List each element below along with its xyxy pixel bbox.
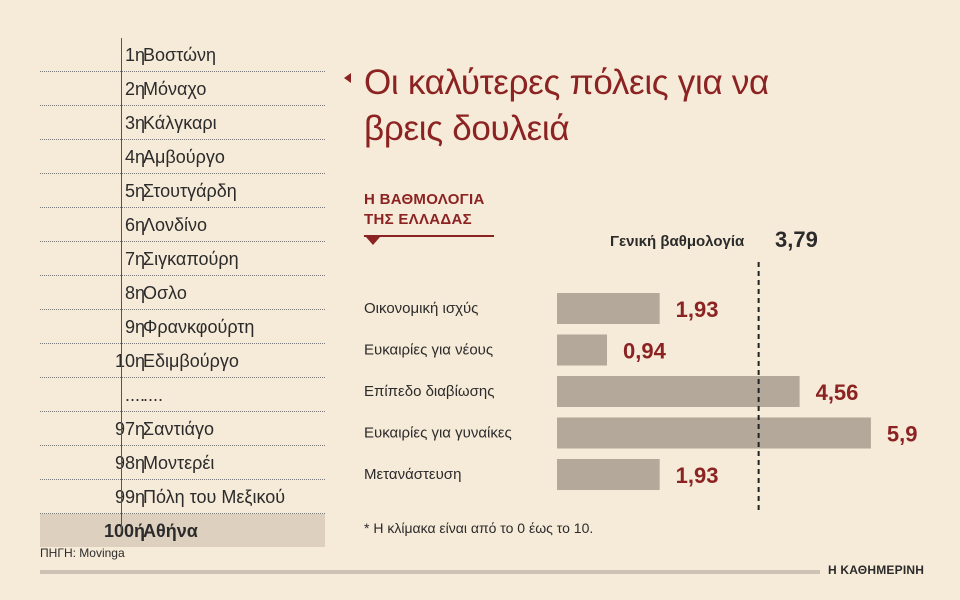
ranking-row: 100ή Αθήνα	[40, 514, 325, 547]
ranking-city: Αθήνα	[143, 521, 198, 541]
ranking-row: ........	[40, 378, 325, 412]
ranking-row: 98η Μοντερέι	[40, 446, 325, 480]
category-label: Επίπεδο διαβίωσης	[364, 383, 494, 400]
ranking-row: 7η Σιγκαπούρη	[40, 242, 325, 276]
subtitle-rule	[364, 235, 494, 237]
subtitle-line-1: Η ΒΑΘΜΟΛΟΓΙΑ	[364, 191, 485, 208]
bar	[557, 417, 871, 449]
ranking-position: 2η	[124, 79, 145, 99]
ranking-row: 9η Φρανκφούρτη	[40, 310, 325, 344]
ranking-position: 6η	[124, 215, 145, 235]
ranking-city: Λονδίνο	[143, 215, 208, 235]
ranking-position: 7η	[124, 249, 145, 269]
bar	[557, 334, 608, 366]
ranking-city: Πόλη του Μεξικού	[143, 487, 286, 507]
ranking-row: 10η Εδιμβούργο	[40, 344, 325, 378]
ranking-position: 4η	[124, 147, 145, 167]
ranking-city: Σαντιάγο	[143, 419, 215, 439]
ranking-position: 98η	[114, 453, 145, 473]
subtitle-triangle-icon	[366, 237, 380, 245]
ranking-list: 1η Βοστώνη 2η Μόναχο 3η Κάλγκαρι 4η Αμβούργο 5η Σ…	[40, 38, 325, 547]
ranking-row: 6η Λονδίνο	[40, 208, 325, 242]
category-label: Ευκαιρίες για νέους	[364, 342, 493, 359]
ranking-row: 3η Κάλγκαρι	[40, 106, 325, 140]
ranking-position: 8η	[124, 283, 145, 303]
ranking-city: Κάλγκαρι	[143, 113, 217, 133]
ranking-row: 5η Στουτγάρδη	[40, 174, 325, 208]
subtitle: Η ΒΑΘΜΟΛΟΓΙΑ ΤΗΣ ΕΛΛΑΔΑΣ	[364, 190, 485, 230]
general-score-label: Γενική βαθμολογία	[610, 233, 745, 250]
ranking-row: 4η Αμβούργο	[40, 140, 325, 174]
ranking-position: 9η	[124, 317, 145, 337]
ranking-city: ....	[143, 385, 164, 405]
ranking-city: Οσλο	[143, 283, 187, 303]
ranking-divider	[121, 38, 122, 532]
ranking-row: 99η Πόλη του Μεξικού	[40, 480, 325, 514]
bar-value-label: 5,9	[887, 422, 918, 447]
ranking-position: 5η	[124, 181, 145, 201]
ranking-position: 1η	[124, 45, 145, 65]
bar-value-label: 4,56	[816, 380, 859, 405]
ranking-position: 97η	[114, 419, 145, 439]
ranking-city: Φρανκφούρτη	[143, 317, 255, 337]
bar-value-label: 0,94	[623, 339, 667, 364]
category-label: Μετανάστευση	[364, 466, 461, 483]
ranking-position: 3η	[124, 113, 145, 133]
ranking-city: Αμβούργο	[143, 147, 225, 167]
ranking-position: 10η	[114, 351, 145, 371]
ranking-row: 97η Σαντιάγο	[40, 412, 325, 446]
bottom-rule	[40, 570, 820, 574]
ranking-city: Μοντερέι	[143, 453, 215, 473]
general-score-value: 3,79	[775, 227, 818, 252]
ranking-city: Στουτγάρδη	[143, 181, 237, 201]
ranking-position: ....	[124, 385, 145, 405]
bar	[557, 459, 660, 490]
ranking-position: 99η	[114, 487, 145, 507]
ranking-city: Βοστώνη	[143, 45, 217, 65]
category-label: Οικονομική ισχύς	[364, 300, 478, 317]
ranking-row: 1η Βοστώνη	[40, 38, 325, 72]
source-note: ΠΗΓΗ: Movinga	[40, 546, 125, 560]
ranking-row: 2η Μόναχο	[40, 72, 325, 106]
ranking-city: Σιγκαπούρη	[143, 249, 239, 269]
subtitle-line-2: ΤΗΣ ΕΛΛΑΔΑΣ	[364, 211, 472, 228]
footnote: * Η κλίμακα είναι από το 0 έως το 10.	[364, 520, 594, 536]
bar	[557, 293, 660, 324]
bar-value-label: 1,93	[676, 463, 719, 488]
ranking-position: 100ή	[103, 521, 145, 541]
ranking-city: Μόναχο	[143, 79, 207, 99]
bar	[557, 376, 800, 407]
bar-value-label: 1,93	[676, 297, 719, 322]
category-label: Ευκαιρίες για γυναίκες	[364, 425, 512, 442]
page-title: Οι καλύτερες πόλεις για να βρεις δουλειά	[364, 63, 769, 148]
brand-logo: Η ΚΑΘΗΜΕΡΙΝΗ	[828, 563, 925, 577]
title-arrow-icon	[344, 73, 351, 83]
ranking-row: 8η Οσλο	[40, 276, 325, 310]
ranking-city: Εδιμβούργο	[143, 351, 239, 371]
